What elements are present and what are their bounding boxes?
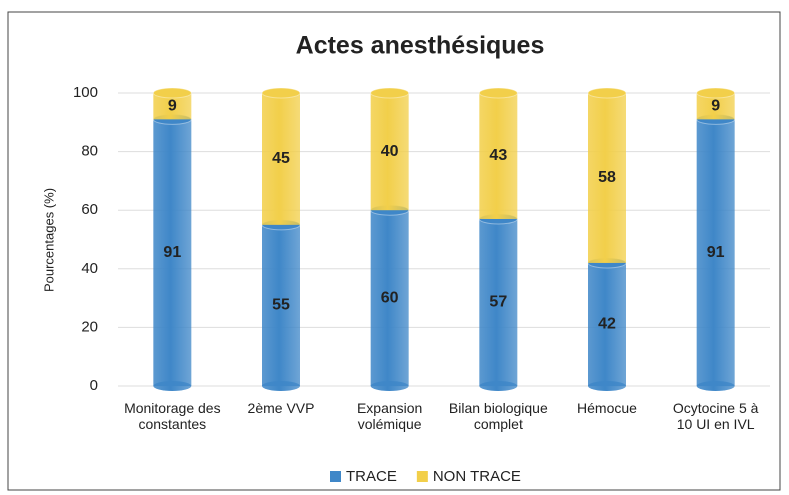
value-label: 58: [598, 169, 616, 186]
y-tick-label: 0: [90, 377, 98, 394]
bar: [262, 224, 300, 386]
bar: [370, 210, 409, 386]
legend-swatch: [330, 471, 341, 482]
y-axis-label: Pourcentages (%): [41, 188, 56, 292]
bar-cap: [261, 87, 301, 99]
value-label: 57: [489, 294, 507, 311]
bar: [588, 262, 626, 386]
y-tick-label: 60: [81, 201, 98, 218]
value-label: 60: [381, 289, 399, 306]
bar-cap: [370, 87, 410, 99]
value-label: 45: [272, 150, 290, 167]
bar: [479, 93, 518, 219]
chart-title: Actes anesthésiques: [296, 32, 545, 60]
bar: [696, 119, 735, 387]
value-label: 9: [711, 97, 720, 114]
legend-label: TRACE: [346, 468, 397, 485]
value-label: 43: [489, 147, 507, 164]
bar: [370, 93, 409, 211]
y-tick-label: 100: [73, 84, 98, 101]
bar: [153, 119, 192, 387]
y-tick-label: 20: [81, 318, 98, 335]
value-label: 40: [381, 143, 399, 160]
value-label: 42: [598, 316, 616, 333]
x-tick-label: 2ème VVP: [247, 400, 315, 416]
value-label: 9: [168, 97, 177, 114]
x-tick-label: Expansion volémique: [356, 400, 423, 432]
y-tick-label: 80: [81, 143, 98, 160]
bar: [262, 93, 300, 225]
value-label: 91: [163, 244, 181, 261]
bar-cap: [478, 87, 518, 99]
x-tick-label: Bilan biologique complet: [448, 400, 548, 432]
value-label: 91: [707, 244, 725, 261]
x-tick-label: Monitorage des constantes: [124, 400, 221, 432]
bar-cap: [696, 87, 736, 99]
bar: [588, 93, 626, 263]
bar-cap: [587, 87, 627, 99]
bar-cap: [152, 87, 192, 99]
legend-label: NON TRACE: [433, 468, 521, 485]
x-tick-label: Hémocue: [577, 400, 637, 416]
legend-swatch: [416, 471, 428, 482]
value-label: 55: [272, 297, 290, 314]
y-tick-label: 40: [81, 260, 98, 277]
bar: [479, 218, 518, 386]
x-tick-label: Ocytocine 5 à 10 UI en IVL: [672, 400, 759, 432]
